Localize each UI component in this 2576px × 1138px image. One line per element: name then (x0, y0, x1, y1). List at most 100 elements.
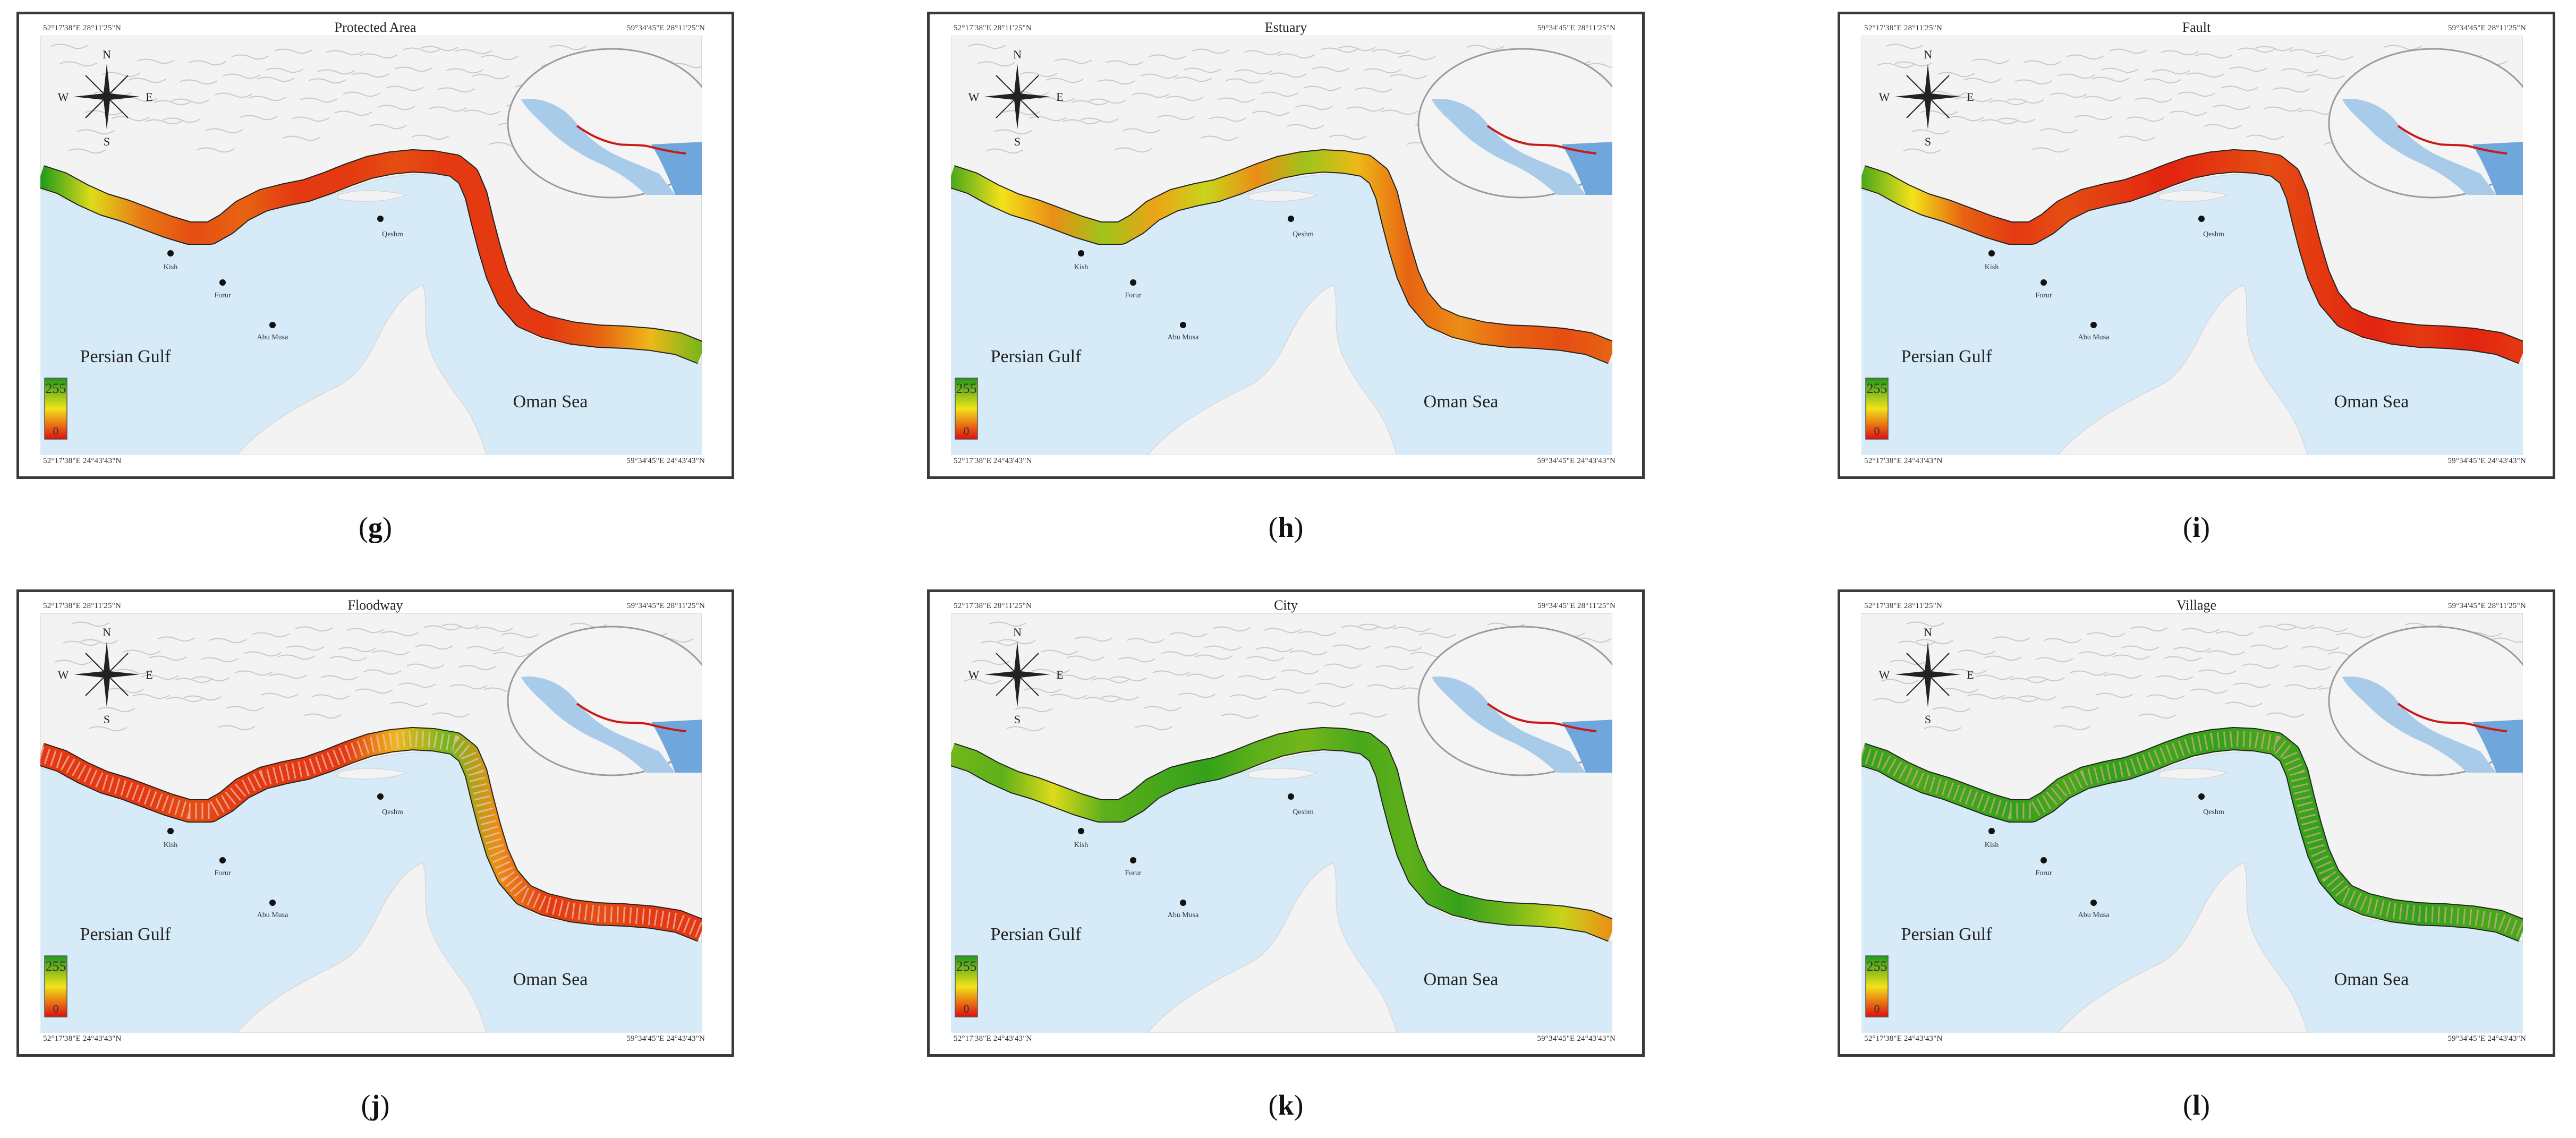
abu-musa-marker (1180, 322, 1186, 328)
kish-label: Kish (1985, 263, 1999, 271)
forur-marker (2041, 279, 2047, 286)
inset-map (1417, 48, 1612, 199)
panel-caption-k: (k) (1268, 1089, 1304, 1121)
qeshm-island (337, 768, 409, 780)
legend-high-label: 255 (956, 959, 977, 974)
panel-title: Village (2177, 597, 2216, 613)
qeshm-island (2158, 190, 2230, 202)
qeshm-label: Qeshm (1293, 808, 1314, 816)
place-markers: Kish Forur Qeshm Abu Musa (1074, 793, 1314, 919)
kish-marker (167, 250, 174, 256)
legend-high-label: 255 (1867, 959, 1888, 974)
forur-marker (1130, 279, 1136, 286)
coord-bottom-right: 59°34'45"E 24°43'43"N (1537, 1034, 1616, 1043)
kish-label: Kish (164, 841, 177, 849)
inset-gulf-water (521, 677, 675, 773)
legend-low-label: 0 (1874, 424, 1880, 438)
legend-high-label: 255 (46, 381, 66, 396)
legend-low-label: 0 (964, 424, 970, 438)
coord-top-right: 59°34'45"E 28°11'25"N (1537, 24, 1616, 32)
map-canvas: N S E W Kish Forur Qeshm Abu Musa Persia… (1861, 36, 2523, 455)
compass-needle-n (1014, 64, 1021, 97)
qeshm-label: Qeshm (382, 808, 403, 816)
persian-gulf-label: Persian Gulf (1901, 925, 1993, 944)
qeshm-marker (377, 793, 384, 800)
compass-rose: N S E W (968, 48, 1064, 148)
legend: 255 0 (955, 378, 978, 440)
compass-label-w: W (968, 668, 980, 681)
legend-high-label: 255 (956, 381, 977, 396)
coord-top-left: 52°17'38"E 28°11'25"N (43, 602, 122, 610)
compass-needle-n (104, 641, 110, 674)
inset-map (1417, 626, 1612, 776)
panel-caption-h: (h) (1268, 511, 1304, 543)
suitability-coastline (951, 727, 1612, 942)
compass-label-e: E (1056, 90, 1063, 104)
inset-map (507, 48, 702, 199)
map-panel-l: Village 52°17'38"E 28°11'25"N 59°34'45"E… (1838, 589, 2555, 1057)
legend: 255 0 (1865, 378, 1889, 440)
compass-rose: N S E W (1879, 48, 1974, 148)
coord-bottom-left: 52°17'38"E 24°43'43"N (954, 1034, 1032, 1043)
coord-bottom-right: 59°34'45"E 24°43'43"N (626, 457, 705, 465)
qeshm-island (2158, 768, 2230, 780)
compass-label-n: N (103, 48, 111, 61)
kish-marker (1988, 250, 1995, 256)
inset-ellipse (2328, 626, 2523, 776)
coastline-suitability-strip (951, 728, 1612, 941)
compass-rose: N S E W (1879, 626, 1974, 726)
panel-title: Floodway (347, 597, 403, 613)
coord-bottom-left: 52°17'38"E 24°43'43"N (43, 457, 122, 465)
legend-high-label: 255 (1867, 381, 1888, 396)
inset-oman-sea (651, 142, 702, 195)
inset-ellipse (507, 626, 702, 776)
kish-label: Kish (1074, 841, 1088, 849)
compass-needle-n (1014, 641, 1021, 674)
coord-top-right: 59°34'45"E 28°11'25"N (2447, 602, 2526, 610)
kish-label: Kish (164, 263, 177, 271)
arabian-peninsula (236, 285, 487, 455)
map-panel-k: City 52°17'38"E 28°11'25"N 59°34'45"E 28… (927, 589, 1645, 1057)
qeshm-marker (377, 216, 384, 222)
inset-oman-sea (2472, 142, 2523, 195)
inset-oman-sea (2472, 720, 2523, 773)
coastline-texture (1861, 730, 2523, 938)
panel-caption-letter: j (370, 1089, 380, 1121)
arabian-peninsula (236, 862, 487, 1033)
coastline-texture (40, 730, 702, 938)
panel-caption-j: (j) (361, 1089, 390, 1121)
inset-coast-highlight (2397, 703, 2507, 732)
abu-musa-marker (269, 322, 276, 328)
persian-gulf-label: Persian Gulf (991, 347, 1082, 366)
panel-caption-letter: g (368, 511, 382, 543)
panel-caption-g: (g) (359, 511, 392, 543)
coord-bottom-right: 59°34'45"E 24°43'43"N (2447, 457, 2526, 465)
coord-bottom-right: 59°34'45"E 24°43'43"N (626, 1034, 705, 1043)
persian-gulf-label: Persian Gulf (80, 347, 172, 366)
legend-high-label: 255 (46, 959, 66, 974)
inset-coast-highlight (1486, 125, 1597, 155)
compass-label-n: N (1924, 48, 1932, 61)
coord-top-left: 52°17'38"E 28°11'25"N (954, 24, 1032, 32)
abu-musa-marker (269, 900, 276, 906)
qeshm-label: Qeshm (1293, 230, 1314, 238)
compass-rose: N S E W (58, 48, 153, 148)
inset-gulf-water (521, 99, 675, 195)
compass-label-e: E (146, 668, 152, 681)
map-canvas: N S E W Kish Forur Qeshm Abu Musa Persia… (951, 36, 1612, 455)
map-panel-h: Estuary 52°17'38"E 28°11'25"N 59°34'45"E… (927, 12, 1645, 479)
place-markers: Kish Forur Qeshm Abu Musa (1985, 216, 2224, 341)
panel-caption-letter: k (1278, 1089, 1294, 1121)
compass-label-e: E (1967, 668, 1974, 681)
compass-needle-n (104, 64, 110, 97)
compass-label-s: S (104, 135, 110, 148)
abu-musa-marker (2090, 900, 2097, 906)
compass-label-w: W (968, 90, 980, 104)
map-canvas: N S E W Kish Forur Qeshm Abu Musa Persia… (1861, 613, 2523, 1033)
compass-label-e: E (1967, 90, 1974, 104)
coastline-suitability-strip (1861, 150, 2523, 363)
inset-gulf-water (2342, 677, 2496, 773)
place-markers: Kish Forur Qeshm Abu Musa (1985, 793, 2224, 919)
inset-gulf-water (1432, 99, 1586, 195)
inset-ellipse (1417, 626, 1612, 776)
